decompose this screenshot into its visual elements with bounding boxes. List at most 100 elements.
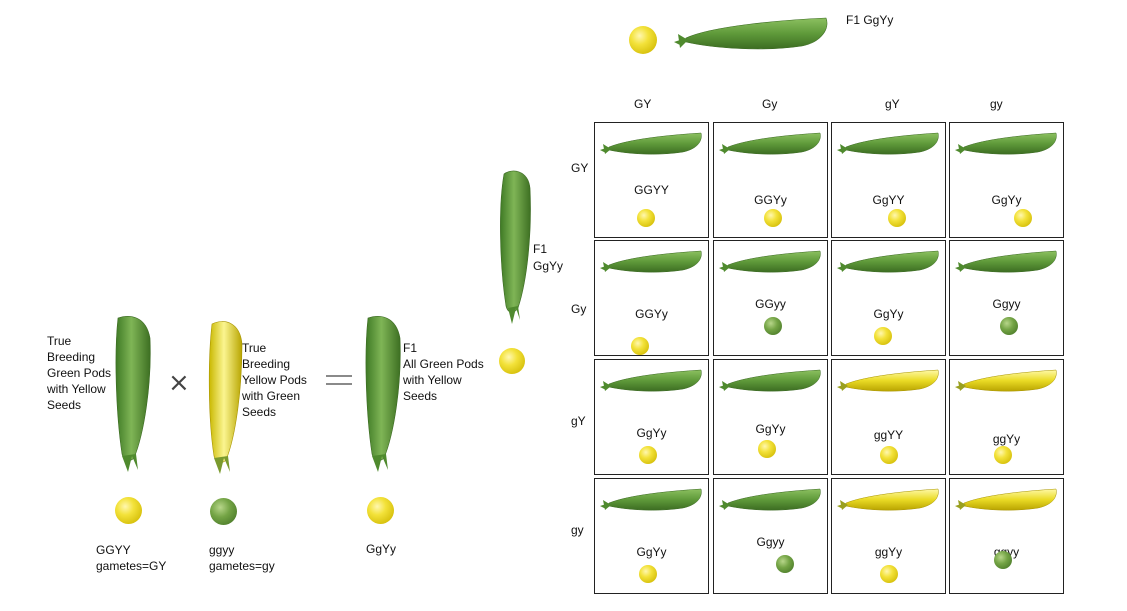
- row-header-Gy: Gy: [571, 302, 587, 316]
- yellow-seed-icon: [874, 327, 892, 345]
- cell-genotype: GgYy: [873, 307, 904, 321]
- green-pod-icon: [954, 129, 1060, 160]
- green-pod-icon: [836, 129, 942, 160]
- cell-genotype: GgYY: [872, 193, 905, 207]
- top-seed-icon: [629, 26, 657, 54]
- yellow-seed-icon: [631, 337, 649, 355]
- green-pod-icon: [718, 366, 824, 397]
- f1-side-pod-icon: [500, 170, 531, 324]
- parent1-gametes: gametes=GY: [96, 559, 167, 573]
- f1-side-label-2: GgYy: [533, 259, 564, 273]
- row-header-gy: gy: [571, 523, 584, 537]
- cell-genotype: GGYy: [754, 193, 787, 207]
- offspring-line-4: Seeds: [403, 389, 438, 403]
- yellow-pod-icon: [954, 485, 1060, 516]
- f1-side-seed-icon: [499, 348, 525, 374]
- yellow-seed-icon: [994, 446, 1012, 464]
- yellow-pod-icon: [954, 366, 1060, 397]
- parent1-line-4: with Yellow: [47, 382, 106, 396]
- offspring-pod-icon: [365, 316, 401, 472]
- parent1-line-2: Breeding: [47, 350, 96, 364]
- yellow-pod-icon: [836, 366, 942, 397]
- punnett-cell: Ggyy: [949, 240, 1064, 356]
- punnett-cell: GgYY: [831, 122, 946, 238]
- green-seed-icon: [994, 551, 1012, 569]
- parent1-line-5: Seeds: [47, 398, 82, 412]
- green-pod-icon: [954, 247, 1060, 278]
- punnett-cell: GGYy: [594, 240, 709, 356]
- cell-genotype: ggYy: [992, 432, 1021, 446]
- cell-genotype: GgYy: [991, 193, 1022, 207]
- green-pod-icon: [718, 485, 824, 516]
- yellow-pod-icon: [836, 485, 942, 516]
- top-pod-icon: [674, 17, 828, 50]
- equals-icon: [326, 375, 352, 385]
- punnett-cell: GgYy: [831, 240, 946, 356]
- top-f1-label: F1 GgYy: [846, 13, 894, 27]
- green-pod-icon: [718, 247, 824, 278]
- row-header-GY: GY: [571, 161, 589, 175]
- green-pod-icon: [599, 366, 705, 397]
- yellow-seed-icon: [880, 565, 898, 583]
- col-header-gy: gy: [990, 97, 1003, 111]
- parent2-line-4: with Green: [242, 389, 301, 403]
- punnett-cell: GGyy: [713, 240, 828, 356]
- cell-genotype: GGYy: [635, 307, 668, 321]
- green-seed-icon: [764, 317, 782, 335]
- green-pod-icon: [599, 129, 705, 160]
- yellow-seed-icon: [888, 209, 906, 227]
- row-header-gY: gY: [571, 414, 586, 428]
- yellow-seed-icon: [764, 209, 782, 227]
- parent2-line-1: True: [242, 341, 267, 355]
- col-header-GY: GY: [634, 97, 652, 111]
- offspring-line-1: F1: [403, 341, 418, 355]
- green-pod-icon: [599, 247, 705, 278]
- offspring-line-3: with Yellow: [403, 373, 462, 387]
- yellow-seed-icon: [637, 209, 655, 227]
- parent1-genotype: GGYY: [96, 543, 131, 557]
- punnett-cell: Ggyy: [713, 478, 828, 594]
- green-pod-icon: [599, 485, 705, 516]
- parent2-seed-icon: [210, 498, 237, 525]
- punnett-cell: GgYy: [594, 478, 709, 594]
- cell-genotype: GgYy: [755, 422, 786, 436]
- f1-side-label-1: F1: [533, 242, 548, 256]
- parent2-gametes: gametes=gy: [209, 559, 275, 573]
- green-seed-icon: [1000, 317, 1018, 335]
- cell-genotype: GGYY: [634, 183, 669, 197]
- punnett-cell: GGYy: [713, 122, 828, 238]
- parent1-pod-icon: [115, 316, 151, 472]
- parent2-line-5: Seeds: [242, 405, 277, 419]
- offspring-line-2: All Green Pods: [403, 357, 484, 371]
- parent2-line-2: Breeding: [242, 357, 291, 371]
- offspring-seed-icon: [367, 497, 394, 524]
- punnett-cell: GgYy: [713, 359, 828, 475]
- cell-genotype: Ggyy: [756, 535, 785, 549]
- cell-genotype: Ggyy: [992, 297, 1021, 311]
- yellow-seed-icon: [880, 446, 898, 464]
- punnett-cell: ggYy: [949, 359, 1064, 475]
- parent2-genotype: ggyy: [209, 543, 235, 557]
- cell-genotype: GGyy: [755, 297, 786, 311]
- parent2-pod-icon: [208, 321, 243, 474]
- green-pod-icon: [836, 247, 942, 278]
- cell-genotype: ggYy: [874, 545, 903, 559]
- col-header-Gy: Gy: [762, 97, 778, 111]
- punnett-cell: ggYY: [831, 359, 946, 475]
- punnett-cell: GGYY: [594, 122, 709, 238]
- col-header-gY: gY: [885, 97, 900, 111]
- cell-genotype: GgYy: [636, 545, 667, 559]
- yellow-seed-icon: [639, 446, 657, 464]
- parent2-line-3: Yellow Pods: [242, 373, 307, 387]
- yellow-seed-icon: [639, 565, 657, 583]
- green-pod-icon: [718, 129, 824, 160]
- green-seed-icon: [776, 555, 794, 573]
- cross-symbol: ×: [168, 368, 190, 398]
- offspring-genotype: GgYy: [366, 542, 397, 556]
- parent1-seed-icon: [115, 497, 142, 524]
- parent1-line-3: Green Pods: [47, 366, 112, 380]
- yellow-seed-icon: [1014, 209, 1032, 227]
- punnett-cell: ggyy: [949, 478, 1064, 594]
- cell-genotype: GgYy: [636, 426, 667, 440]
